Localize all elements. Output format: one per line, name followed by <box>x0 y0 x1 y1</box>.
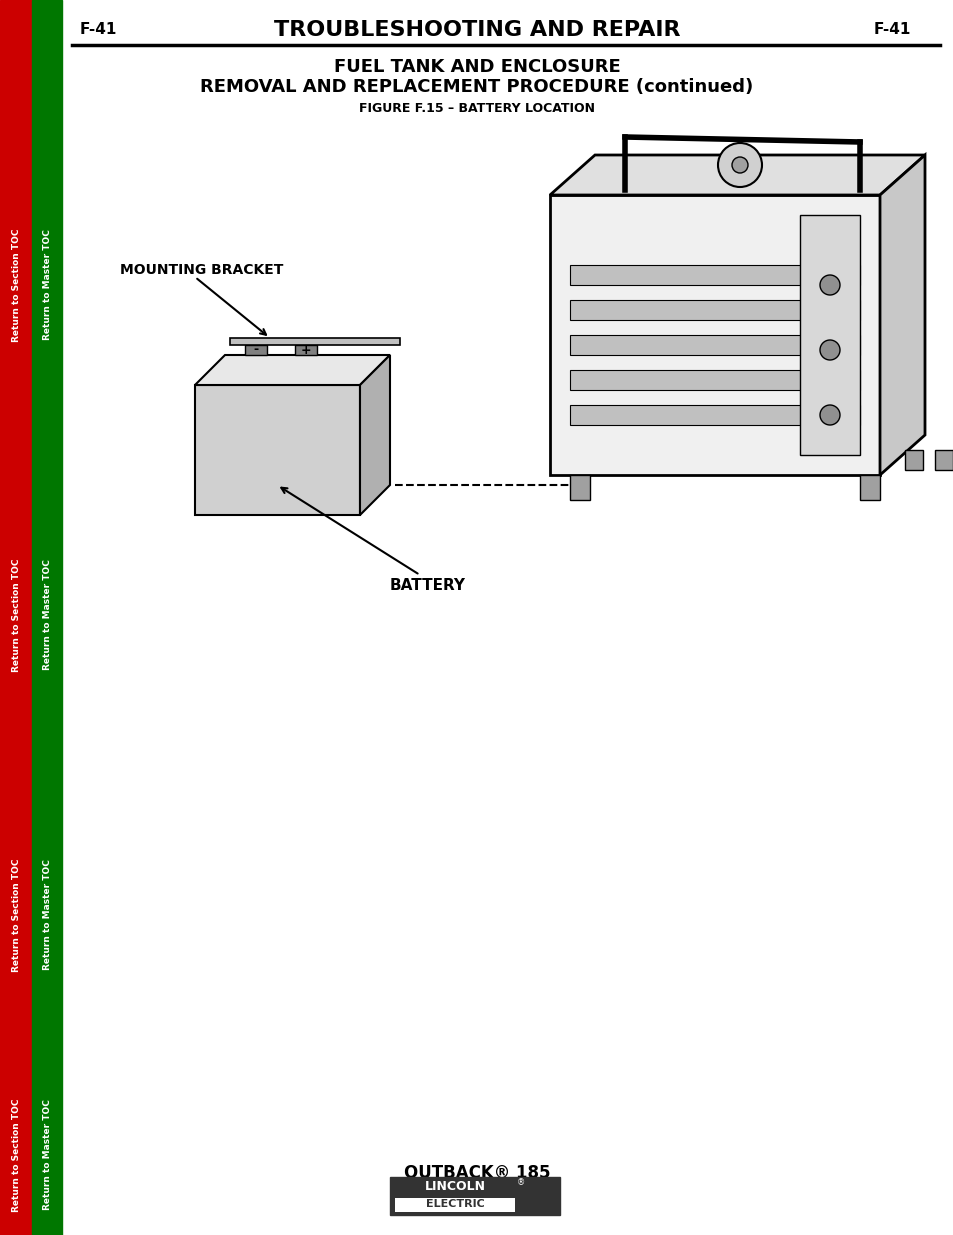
Text: Return to Section TOC: Return to Section TOC <box>11 858 20 972</box>
Bar <box>395 1198 515 1212</box>
Bar <box>294 345 316 354</box>
Bar <box>569 335 859 354</box>
Text: ®: ® <box>517 1178 525 1188</box>
Text: MOUNTING BRACKET: MOUNTING BRACKET <box>120 263 283 277</box>
Polygon shape <box>550 156 924 195</box>
Text: LINCOLN: LINCOLN <box>424 1181 485 1193</box>
Bar <box>569 370 859 390</box>
Circle shape <box>820 340 840 359</box>
Bar <box>800 215 859 454</box>
Text: FIGURE F.15 – BATTERY LOCATION: FIGURE F.15 – BATTERY LOCATION <box>358 103 595 116</box>
Bar <box>859 475 879 500</box>
Text: OUTBACK® 185: OUTBACK® 185 <box>403 1165 550 1182</box>
Bar <box>550 195 879 475</box>
Text: Return to Master TOC: Return to Master TOC <box>43 1099 51 1210</box>
Bar <box>904 450 923 471</box>
Text: ELECTRIC: ELECTRIC <box>425 1199 484 1209</box>
Bar <box>0 0 32 1235</box>
Bar <box>395 1181 515 1197</box>
Bar <box>569 405 859 425</box>
Text: +: + <box>300 343 311 357</box>
Text: -: - <box>253 343 258 357</box>
Text: Return to Master TOC: Return to Master TOC <box>43 559 51 671</box>
Text: REMOVAL AND REPLACEMENT PROCEDURE (continued): REMOVAL AND REPLACEMENT PROCEDURE (conti… <box>200 78 753 96</box>
Circle shape <box>820 275 840 295</box>
Polygon shape <box>230 338 399 345</box>
Text: Return to Section TOC: Return to Section TOC <box>11 558 20 672</box>
Polygon shape <box>359 354 390 515</box>
Bar <box>245 345 267 354</box>
Text: F-41: F-41 <box>80 22 117 37</box>
Bar <box>32 0 62 1235</box>
Text: Return to Section TOC: Return to Section TOC <box>11 228 20 342</box>
Circle shape <box>718 143 761 186</box>
Circle shape <box>820 405 840 425</box>
Bar <box>390 1177 559 1215</box>
Polygon shape <box>879 156 924 475</box>
Polygon shape <box>194 354 390 385</box>
Bar <box>569 266 859 285</box>
Bar <box>569 475 589 500</box>
Polygon shape <box>194 385 359 515</box>
Text: TROUBLESHOOTING AND REPAIR: TROUBLESHOOTING AND REPAIR <box>274 20 679 40</box>
Text: F-41: F-41 <box>873 22 910 37</box>
Text: Return to Master TOC: Return to Master TOC <box>43 860 51 971</box>
Text: Return to Section TOC: Return to Section TOC <box>11 1098 20 1212</box>
Text: BATTERY: BATTERY <box>390 578 465 593</box>
Text: FUEL TANK AND ENCLOSURE: FUEL TANK AND ENCLOSURE <box>334 58 619 77</box>
Circle shape <box>731 157 747 173</box>
Bar <box>569 300 859 320</box>
Bar <box>934 450 952 471</box>
Text: Return to Master TOC: Return to Master TOC <box>43 230 51 341</box>
